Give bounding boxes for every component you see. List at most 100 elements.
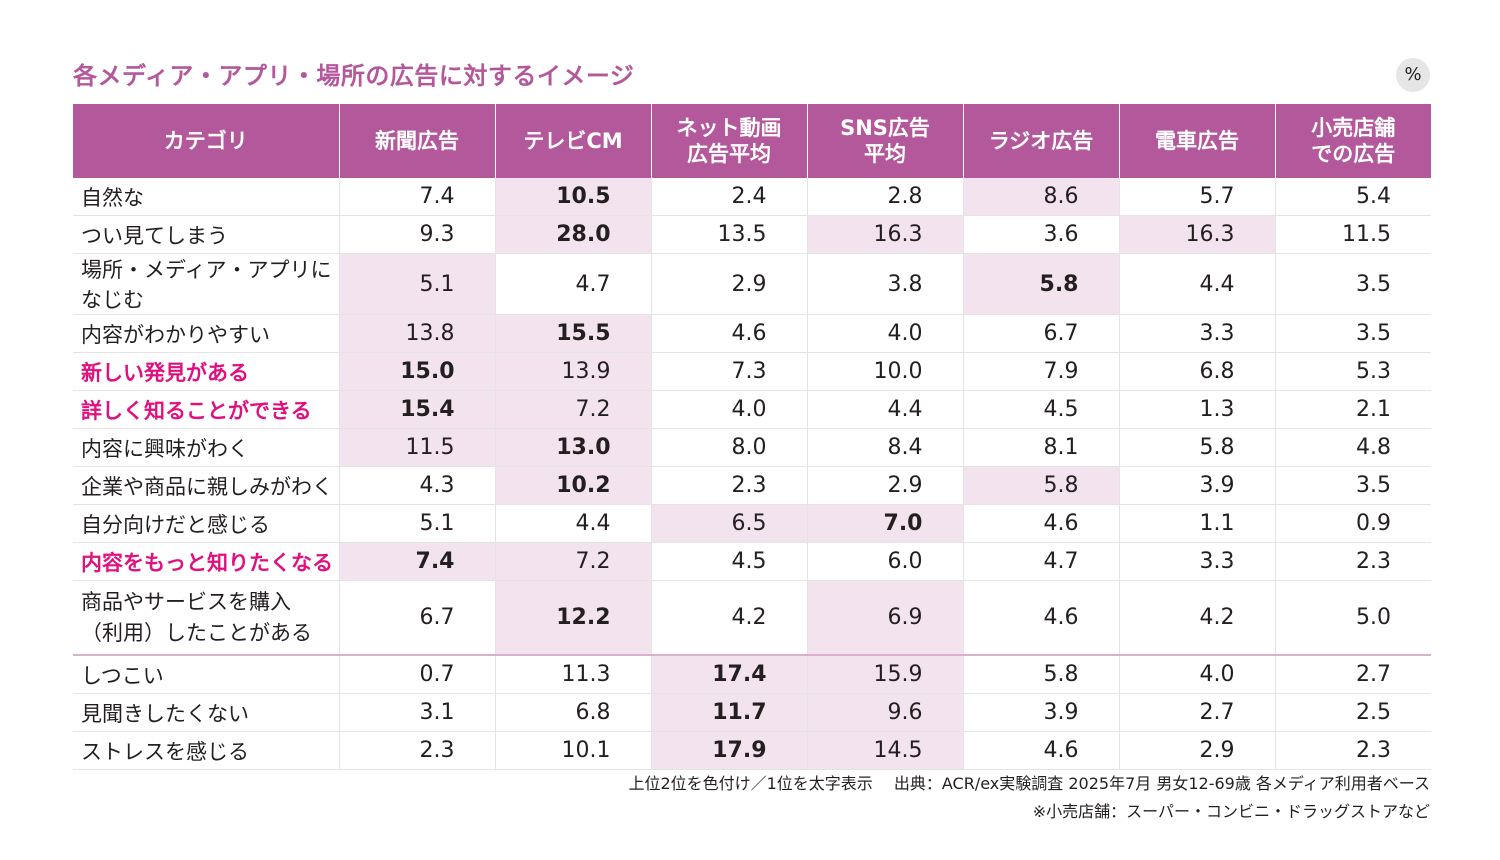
table-body: 自然な 7.4 10.5 2.4 2.8 8.6 5.7 5.4 つい見てしまう 9.3 28.0 1…: [73, 178, 1431, 770]
table-row: 商品やサービスを購入 （利用）したことがある 6.7 12.2 4.2 6.9 4.6 4.2…: [73, 580, 1431, 656]
table-row: つい見てしまう 9.3 28.0 13.5 16.3 3.6 16.3 11.5: [73, 215, 1431, 254]
value-cell: 7.4: [338, 542, 495, 581]
value-cell: 5.8: [962, 654, 1119, 694]
value-cell: 2.9: [650, 253, 807, 315]
value-cell: 6.0: [806, 542, 963, 581]
value-cell: 5.8: [1118, 428, 1275, 467]
value-cell: 1.1: [1118, 504, 1275, 543]
value-cell: 2.1: [1274, 390, 1431, 429]
value-cell: 5.0: [1274, 580, 1431, 656]
column-header: ラジオ広告: [962, 104, 1119, 178]
value-cell: 4.4: [494, 504, 651, 543]
row-label: ストレスを感じる: [73, 731, 339, 770]
value-cell: 3.8: [806, 253, 963, 315]
value-cell: 6.7: [962, 314, 1119, 353]
table-row: 場所・メディア・アプリになじむ 5.1 4.7 2.9 3.8 5.8 4.4 3.5: [73, 253, 1431, 315]
value-cell: 13.0: [494, 428, 651, 467]
value-cell: 10.5: [494, 178, 651, 216]
value-cell: 3.9: [962, 693, 1119, 732]
value-cell: 2.9: [1118, 731, 1275, 770]
value-cell: 17.9: [650, 731, 807, 770]
value-cell: 15.0: [338, 352, 495, 391]
value-cell: 2.3: [650, 466, 807, 505]
table-row: 見聞きしたくない 3.1 6.8 11.7 9.6 3.9 2.7 2.5: [73, 693, 1431, 732]
value-cell: 6.9: [806, 580, 963, 656]
value-cell: 10.1: [494, 731, 651, 770]
table-row: 自分向けだと感じる 5.1 4.4 6.5 7.0 4.6 1.1 0.9: [73, 504, 1431, 543]
value-cell: 11.5: [1274, 215, 1431, 254]
value-cell: 13.9: [494, 352, 651, 391]
value-cell: 6.5: [650, 504, 807, 543]
value-cell: 13.5: [650, 215, 807, 254]
value-cell: 2.5: [1274, 693, 1431, 732]
table-row: ストレスを感じる 2.3 10.1 17.9 14.5 4.6 2.9 2.3: [73, 731, 1431, 770]
value-cell: 0.7: [338, 654, 495, 694]
row-label: 見聞きしたくない: [73, 693, 339, 732]
value-cell: 3.1: [338, 693, 495, 732]
row-label: 場所・メディア・アプリになじむ: [73, 253, 339, 315]
value-cell: 11.7: [650, 693, 807, 732]
value-cell: 4.7: [962, 542, 1119, 581]
value-cell: 2.3: [338, 731, 495, 770]
value-cell: 7.2: [494, 390, 651, 429]
column-header: 小売店舗 での広告: [1274, 104, 1431, 178]
value-cell: 6.7: [338, 580, 495, 656]
value-cell: 3.6: [962, 215, 1119, 254]
value-cell: 7.4: [338, 178, 495, 216]
value-cell: 8.0: [650, 428, 807, 467]
value-cell: 7.0: [806, 504, 963, 543]
chart-title: 各メディア・アプリ・場所の広告に対するイメージ: [73, 62, 635, 90]
value-cell: 2.7: [1274, 654, 1431, 694]
value-cell: 13.8: [338, 314, 495, 353]
row-label: 内容に興味がわく: [73, 428, 339, 467]
column-header: カテゴリ: [73, 104, 339, 178]
value-cell: 3.3: [1118, 542, 1275, 581]
value-cell: 4.3: [338, 466, 495, 505]
value-cell: 6.8: [494, 693, 651, 732]
data-table: カテゴリ 新聞広告 テレビCM ネット動画 広告平均 SNS広告 平均 ラジオ広告 …: [73, 104, 1431, 770]
footnotes: 上位2位を色付け／1位を太字表示 出典：ACR/ex実験調査 2025年7月 男…: [628, 770, 1430, 826]
value-cell: 7.3: [650, 352, 807, 391]
value-cell: 1.3: [1118, 390, 1275, 429]
value-cell: 5.1: [338, 504, 495, 543]
value-cell: 11.3: [494, 654, 651, 694]
row-label: つい見てしまう: [73, 215, 339, 254]
source-note: 上位2位を色付け／1位を太字表示 出典：ACR/ex実験調査 2025年7月 男…: [628, 774, 1430, 793]
value-cell: 10.2: [494, 466, 651, 505]
row-label: 商品やサービスを購入 （利用）したことがある: [73, 580, 339, 656]
value-cell: 2.7: [1118, 693, 1275, 732]
row-label: 詳しく知ることができる: [73, 390, 339, 429]
row-label: 自分向けだと感じる: [73, 504, 339, 543]
value-cell: 11.5: [338, 428, 495, 467]
value-cell: 4.6: [962, 731, 1119, 770]
value-cell: 2.4: [650, 178, 807, 216]
column-header: ネット動画 広告平均: [650, 104, 807, 178]
value-cell: 7.9: [962, 352, 1119, 391]
value-cell: 15.9: [806, 654, 963, 694]
value-cell: 4.8: [1274, 428, 1431, 467]
value-cell: 3.5: [1274, 253, 1431, 315]
value-cell: 17.4: [650, 654, 807, 694]
value-cell: 4.4: [1118, 253, 1275, 315]
value-cell: 0.9: [1274, 504, 1431, 543]
value-cell: 3.5: [1274, 314, 1431, 353]
value-cell: 14.5: [806, 731, 963, 770]
value-cell: 2.9: [806, 466, 963, 505]
value-cell: 4.2: [650, 580, 807, 656]
value-cell: 2.3: [1274, 731, 1431, 770]
value-cell: 4.5: [962, 390, 1119, 429]
value-cell: 16.3: [1118, 215, 1275, 254]
value-cell: 2.3: [1274, 542, 1431, 581]
value-cell: 15.4: [338, 390, 495, 429]
table-row: しつこい 0.7 11.3 17.4 15.9 5.8 4.0 2.7: [73, 654, 1431, 694]
column-header: 電車広告: [1118, 104, 1275, 178]
value-cell: 3.5: [1274, 466, 1431, 505]
value-cell: 3.9: [1118, 466, 1275, 505]
table-row: 企業や商品に親しみがわく 4.3 10.2 2.3 2.9 5.8 3.9 3.5: [73, 466, 1431, 505]
value-cell: 8.4: [806, 428, 963, 467]
row-label: しつこい: [73, 654, 339, 694]
value-cell: 5.7: [1118, 178, 1275, 216]
retail-note: ※小売店舗：スーパー・コンビニ・ドラッグストアなど: [1032, 802, 1430, 821]
column-header: SNS広告 平均: [806, 104, 963, 178]
value-cell: 4.0: [650, 390, 807, 429]
